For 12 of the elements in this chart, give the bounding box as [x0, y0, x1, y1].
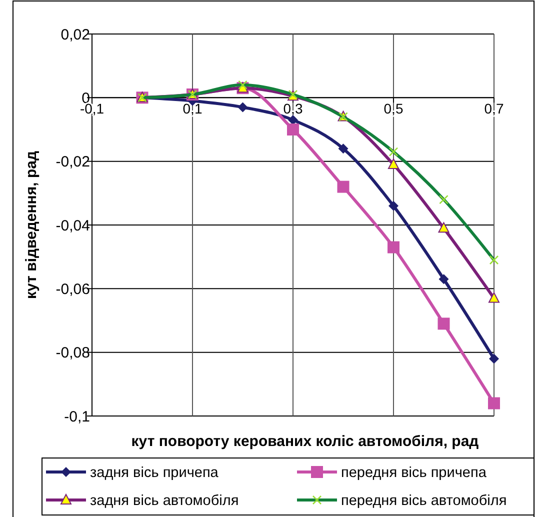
y-axis-title: кут відведення, рад	[23, 150, 40, 299]
legend-label: задня вісь автомобіля	[90, 493, 239, 510]
x-axis-title: кут повороту керованих коліс автомобіля, рад	[131, 433, 480, 450]
y-tick-label: 0,02	[60, 26, 90, 44]
legend-label: задня вісь причепа	[90, 465, 220, 482]
y-tick-label: -0,04	[56, 217, 90, 234]
y-tick-label: -0,1	[64, 408, 90, 426]
y-tick-label: -0,02	[56, 154, 90, 171]
y-tick-label: -0,08	[56, 344, 90, 362]
legend-label: передня вісь автомобіля	[341, 493, 507, 510]
y-tick-label: -0,06	[56, 280, 90, 298]
legend-label: передня вісь причепа	[341, 465, 488, 482]
